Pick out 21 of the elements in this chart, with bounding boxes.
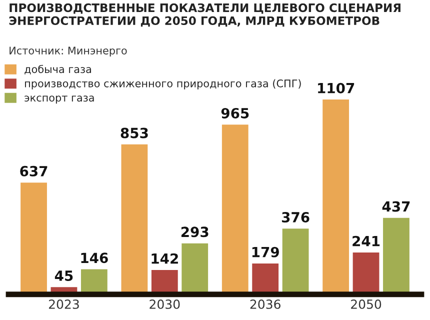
x-tick-label: 2050: [351, 299, 382, 309]
data-label: 179: [252, 246, 279, 258]
data-label: 376: [282, 212, 310, 223]
data-label: 437: [382, 201, 410, 212]
legend-label: добыча газа: [24, 64, 91, 74]
x-tick-label: 2023: [48, 299, 79, 309]
chart-title: ПРОИЗВОДСТВЕННЫЕ ПОКАЗАТЕЛИ ЦЕЛЕВОГО СЦЕНАРИЯ ЭНЕРГОСТРАТЕГИИ ДО 2050 ГОДА, МЛРД КУБОМЕТРОВ: [9, 3, 400, 27]
data-label: 142: [152, 253, 178, 264]
data-label: 853: [120, 128, 148, 138]
data-label: 241: [352, 236, 380, 246]
data-label: 45: [54, 270, 73, 281]
data-label: 965: [221, 108, 249, 118]
legend-label: производство сжиженного природного газа (СПГ): [25, 79, 301, 90]
data-label: 293: [181, 226, 208, 238]
data-label: 146: [81, 252, 108, 264]
x-tick-label: 2030: [150, 299, 180, 309]
x-tick-label: 2036: [250, 299, 280, 309]
data-label: 637: [20, 166, 48, 176]
text: Источник: Минэнерго: [10, 46, 127, 56]
legend-label: экспорт газа: [24, 96, 94, 104]
data-label: 1107: [318, 82, 354, 94]
